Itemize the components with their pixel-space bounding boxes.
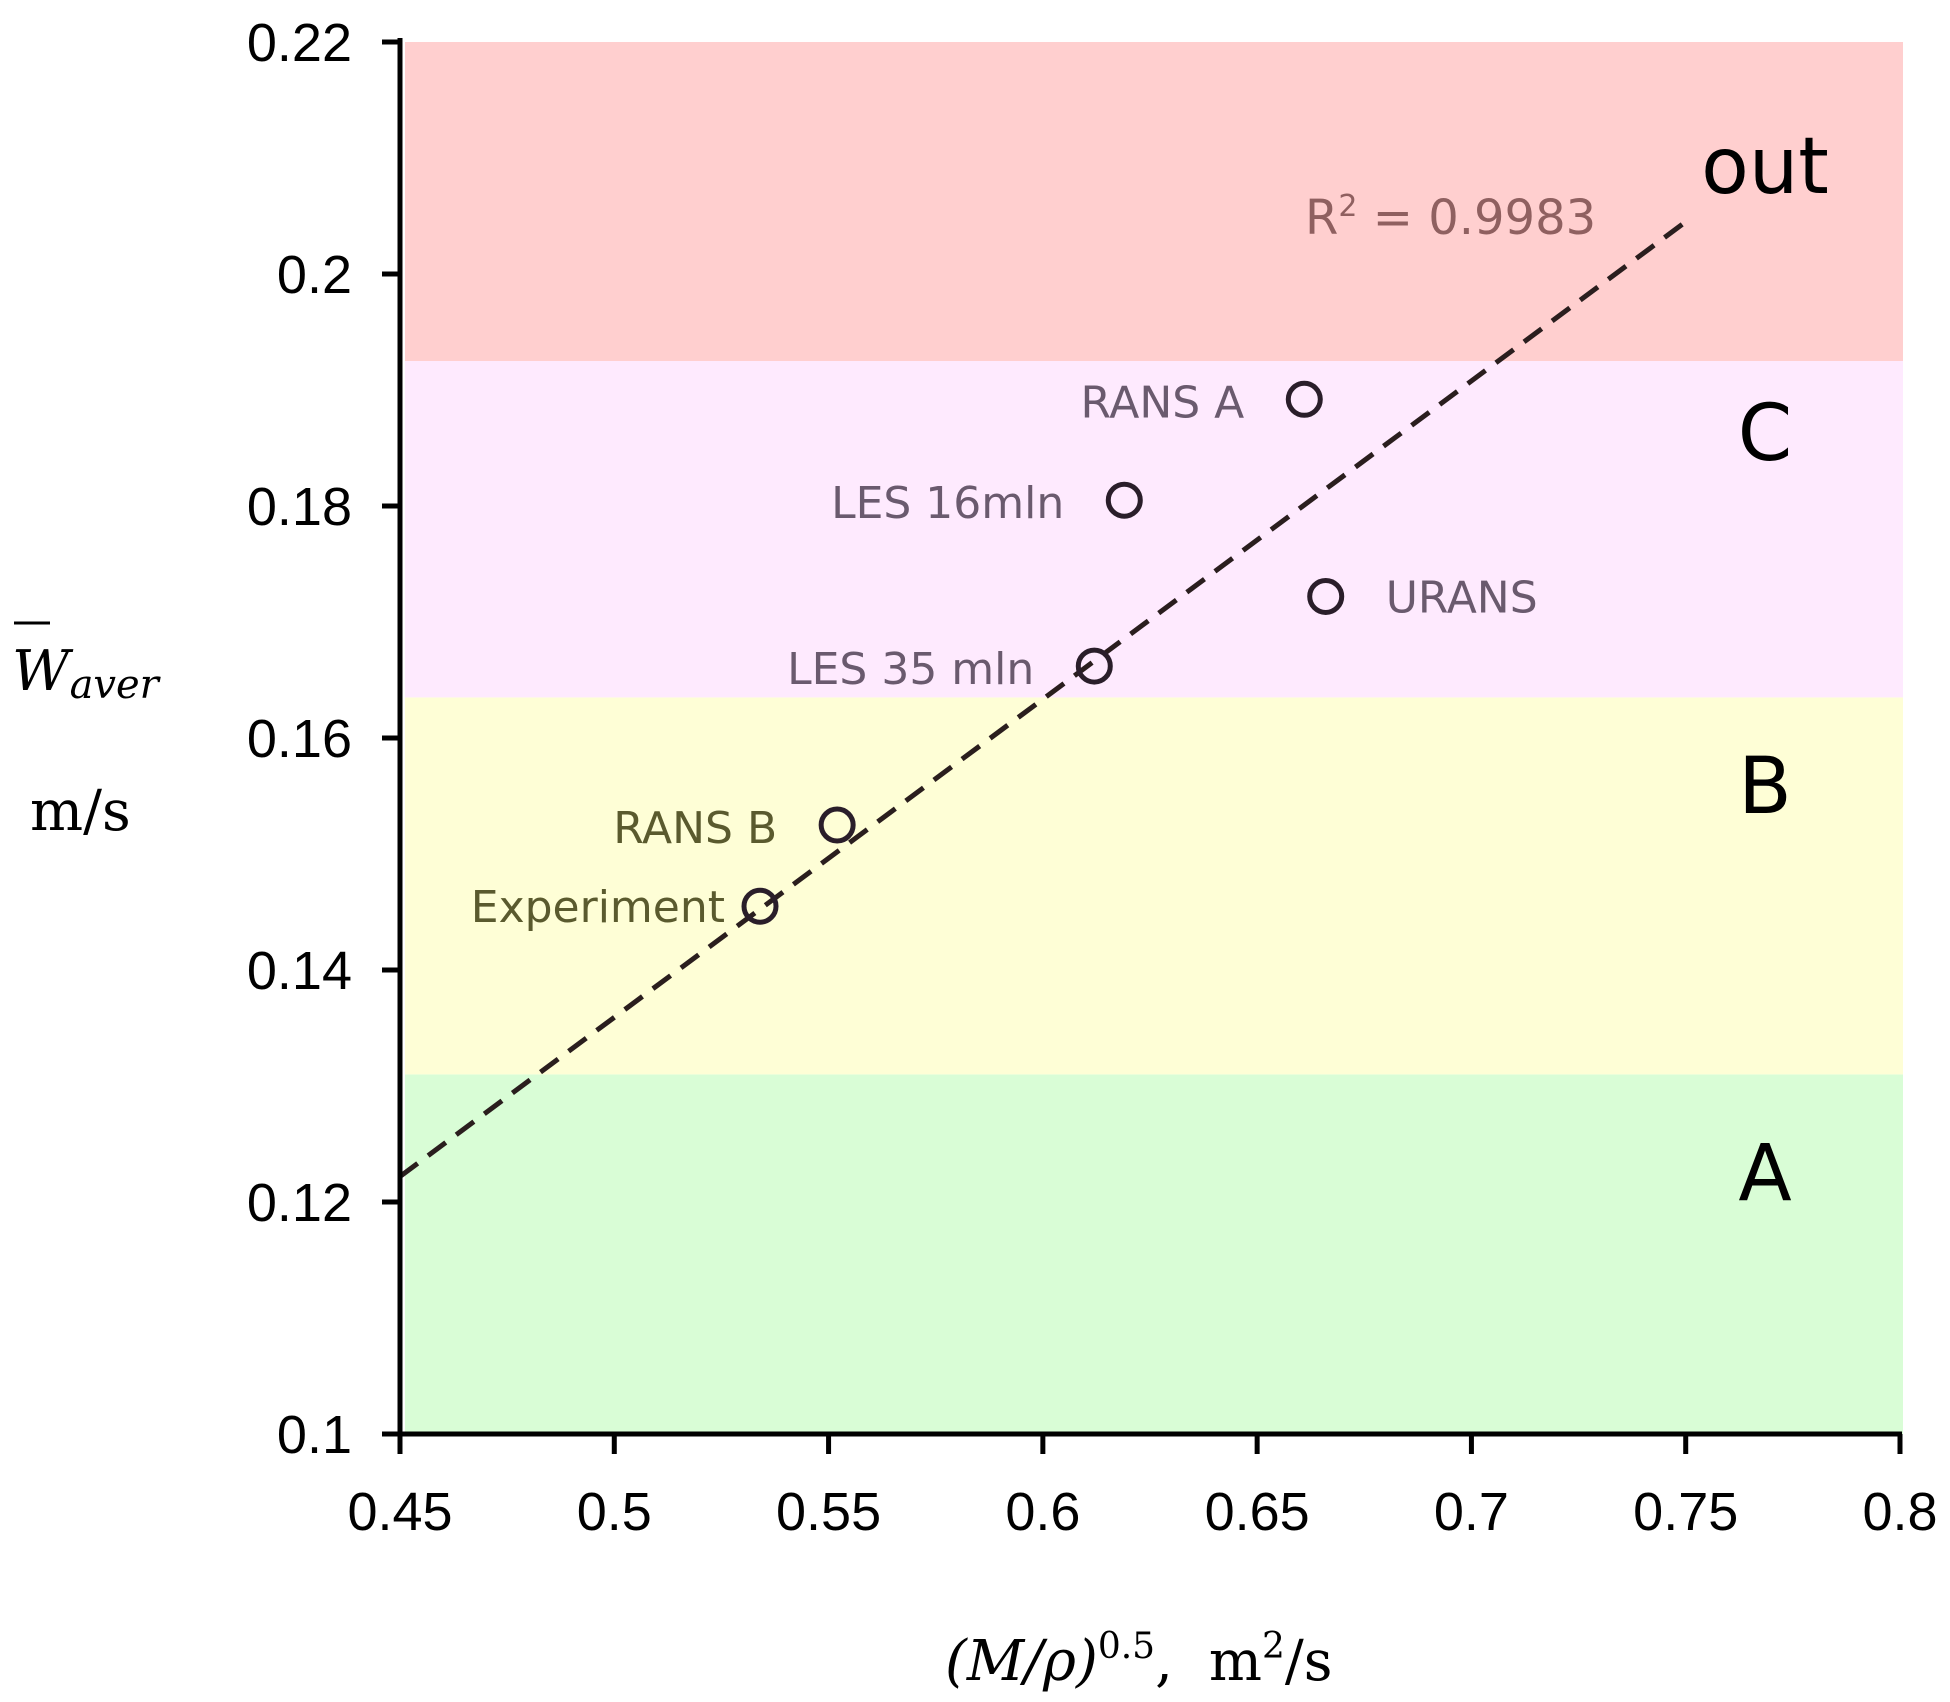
- x-tick-label: 0.45: [347, 1482, 452, 1542]
- zone-bands: [405, 42, 1903, 1434]
- zone-label-b: B: [1738, 742, 1792, 832]
- x-axis-title: (M/ρ)0.5, m2/s: [945, 1626, 1333, 1694]
- y-tick-label: 0.16: [247, 709, 352, 769]
- zone-label-out: out: [1701, 122, 1829, 212]
- trendline: [398, 219, 1688, 1179]
- zone-band-b: [405, 697, 1903, 1075]
- data-label-les-35-mln: LES 35 mln: [787, 644, 1034, 695]
- data-point-urans: [1307, 577, 1345, 615]
- data-label-experiment: Experiment: [471, 882, 725, 933]
- r-squared-label: R2 = 0.9983: [1305, 189, 1596, 246]
- y-axis-title: Waver: [12, 639, 162, 708]
- x-tick-label: 0.7: [1434, 1482, 1509, 1542]
- x-tick-label: 0.55: [776, 1482, 881, 1542]
- data-point-les-16mln: [1105, 481, 1143, 519]
- y-tick-label: 0.18: [247, 477, 352, 537]
- x-tick-label: 0.5: [577, 1482, 652, 1542]
- x-tick-label: 0.8: [1862, 1482, 1937, 1542]
- y-tick-label: 0.22: [247, 13, 352, 73]
- zone-band-out: [405, 42, 1903, 361]
- data-label-les-16mln: LES 16mln: [831, 478, 1064, 529]
- y-tick-label: 0.2: [277, 245, 352, 305]
- data-point-rans-a: [1285, 380, 1323, 418]
- data-point-rans-b: [818, 806, 856, 844]
- zone-label-a: A: [1738, 1129, 1791, 1219]
- x-tick-label: 0.6: [1005, 1482, 1080, 1542]
- zone-band-c: [405, 361, 1903, 698]
- zone-band-a: [405, 1074, 1903, 1434]
- trendline-group: [398, 219, 1688, 1179]
- y-axis-unit: m/s: [30, 779, 131, 844]
- data-label-rans-a: RANS A: [1080, 377, 1244, 428]
- data-label-rans-b: RANS B: [613, 803, 777, 854]
- x-tick-label: 0.75: [1633, 1482, 1738, 1542]
- y-tick-label: 0.14: [247, 941, 352, 1001]
- data-point-les-35-mln: [1075, 647, 1113, 685]
- y-tick-label: 0.1: [277, 1405, 352, 1465]
- labels: Experiment RANS B LES 35 mln URANS LES 16mln…: [471, 122, 1829, 1219]
- axes: 0.1 0.12 0.14 0.16 0.18 0.2 0.22 0.45 0.5 0.55 0.6…: [247, 13, 1938, 1542]
- x-tick-label: 0.65: [1205, 1482, 1310, 1542]
- data-label-urans: URANS: [1386, 572, 1538, 623]
- data-points: [741, 380, 1345, 925]
- data-point-experiment: [741, 887, 779, 925]
- zone-label-c: C: [1738, 389, 1792, 479]
- y-tick-label: 0.12: [247, 1173, 352, 1233]
